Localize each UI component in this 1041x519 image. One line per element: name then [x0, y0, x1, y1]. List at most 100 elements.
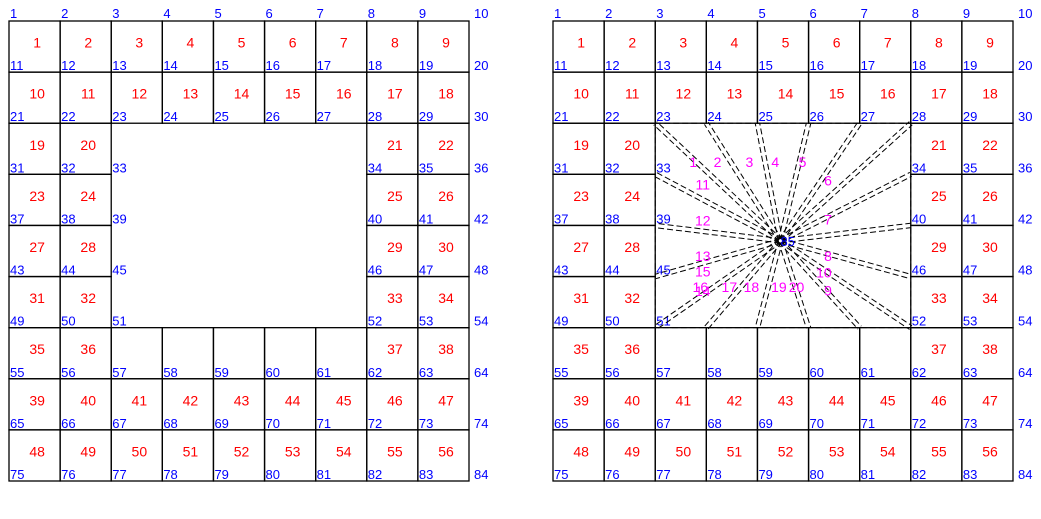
node-label: 5 [758, 6, 765, 21]
element-label: 33 [931, 290, 947, 306]
spoke-line [778, 121, 910, 240]
node-label: 76 [605, 467, 619, 482]
node-label: 33 [112, 160, 126, 175]
node-label: 47 [419, 263, 433, 278]
triangle-label: 7 [824, 211, 832, 227]
element-label: 7 [340, 35, 348, 51]
element-label: 31 [29, 290, 45, 306]
element-label: 21 [931, 137, 947, 153]
node-label: 7 [861, 6, 868, 21]
element-label: 47 [438, 392, 454, 408]
hole-boundary [654, 122, 912, 329]
mesh-cell [417, 429, 470, 482]
element-label: 36 [80, 341, 96, 357]
triangle-label: 13 [695, 248, 711, 264]
node-label: 63 [963, 365, 977, 380]
node-label: 17 [861, 58, 875, 73]
node-label: 81 [861, 467, 875, 482]
triangle-label: 9 [824, 282, 832, 298]
node-label: 50 [61, 314, 75, 329]
node-label: 40 [912, 211, 926, 226]
element-label: 13 [183, 86, 199, 102]
node-label: 69 [214, 416, 228, 431]
node-label: 52 [368, 314, 382, 329]
triangle-label: 20 [789, 279, 805, 295]
element-label: 17 [931, 86, 947, 102]
node-label: 64 [474, 365, 488, 380]
triangle-label: 3 [746, 154, 754, 170]
spoke-line [704, 124, 780, 243]
node-label: 66 [605, 416, 619, 431]
node-label: 14 [163, 58, 177, 73]
node-label: 58 [707, 365, 721, 380]
element-label: 22 [438, 137, 454, 153]
element-label: 8 [391, 35, 399, 51]
node-label: 16 [266, 58, 280, 73]
element-label: 40 [80, 392, 96, 408]
node-label: 56 [605, 365, 619, 380]
node-label: 13 [112, 58, 126, 73]
element-label: 52 [234, 443, 250, 459]
node-label: 2 [605, 6, 612, 21]
node-label: 22 [605, 109, 619, 124]
node-label: 38 [605, 211, 619, 226]
element-label: 47 [982, 392, 998, 408]
node-label: 55 [10, 365, 24, 380]
node-label: 30 [1018, 109, 1032, 124]
spoke-line [653, 175, 780, 244]
node-label: 27 [861, 109, 875, 124]
node-label: 39 [112, 211, 126, 226]
element-label: 11 [81, 86, 96, 102]
node-label: 35 [963, 160, 977, 175]
node-label: 32 [605, 160, 619, 175]
element-label: 49 [624, 443, 640, 459]
node-label: 62 [912, 365, 926, 380]
element-label: 5 [782, 35, 790, 51]
node-label: 22 [61, 109, 75, 124]
spoke-line [778, 242, 910, 330]
node-label: 7 [317, 6, 324, 21]
node-label: 18 [912, 58, 926, 73]
node-label: 49 [554, 314, 568, 329]
node-label: 46 [368, 263, 382, 278]
element-label: 51 [727, 443, 743, 459]
node-label: 45 [112, 263, 126, 278]
element-label: 8 [935, 35, 943, 51]
element-label: 41 [132, 392, 148, 408]
element-label: 30 [982, 239, 998, 255]
node-label: 51 [656, 314, 670, 329]
element-label: 52 [778, 443, 794, 459]
node-label: 78 [163, 467, 177, 482]
node-label: 6 [810, 6, 817, 21]
element-label: 54 [336, 443, 352, 459]
node-label: 23 [112, 109, 126, 124]
center-node-label: 85 [780, 234, 794, 249]
node-label: 82 [368, 467, 382, 482]
node-label: 9 [419, 6, 426, 21]
node-label: 16 [810, 58, 824, 73]
node-label: 37 [10, 211, 24, 226]
node-label: 6 [266, 6, 273, 21]
element-label: 5 [238, 35, 246, 51]
triangle-label: 15 [695, 264, 711, 280]
spoke-line [780, 238, 912, 275]
node-label: 75 [554, 467, 568, 482]
spoke-line [778, 121, 859, 240]
node-label: 48 [474, 263, 488, 278]
element-label: 50 [676, 443, 692, 459]
node-label: 5 [214, 6, 221, 21]
triangle-label: 18 [744, 279, 760, 295]
node-label: 69 [758, 416, 772, 431]
element-label: 27 [29, 239, 45, 255]
element-label: 35 [573, 341, 589, 357]
element-label: 42 [727, 392, 743, 408]
node-label: 3 [656, 6, 663, 21]
element-label: 49 [80, 443, 96, 459]
element-label: 21 [387, 137, 403, 153]
spoke-line [754, 123, 779, 242]
node-label: 13 [656, 58, 670, 73]
node-label: 60 [266, 365, 280, 380]
element-label: 48 [29, 443, 45, 459]
spoke-line [777, 122, 807, 241]
node-label: 83 [419, 467, 433, 482]
